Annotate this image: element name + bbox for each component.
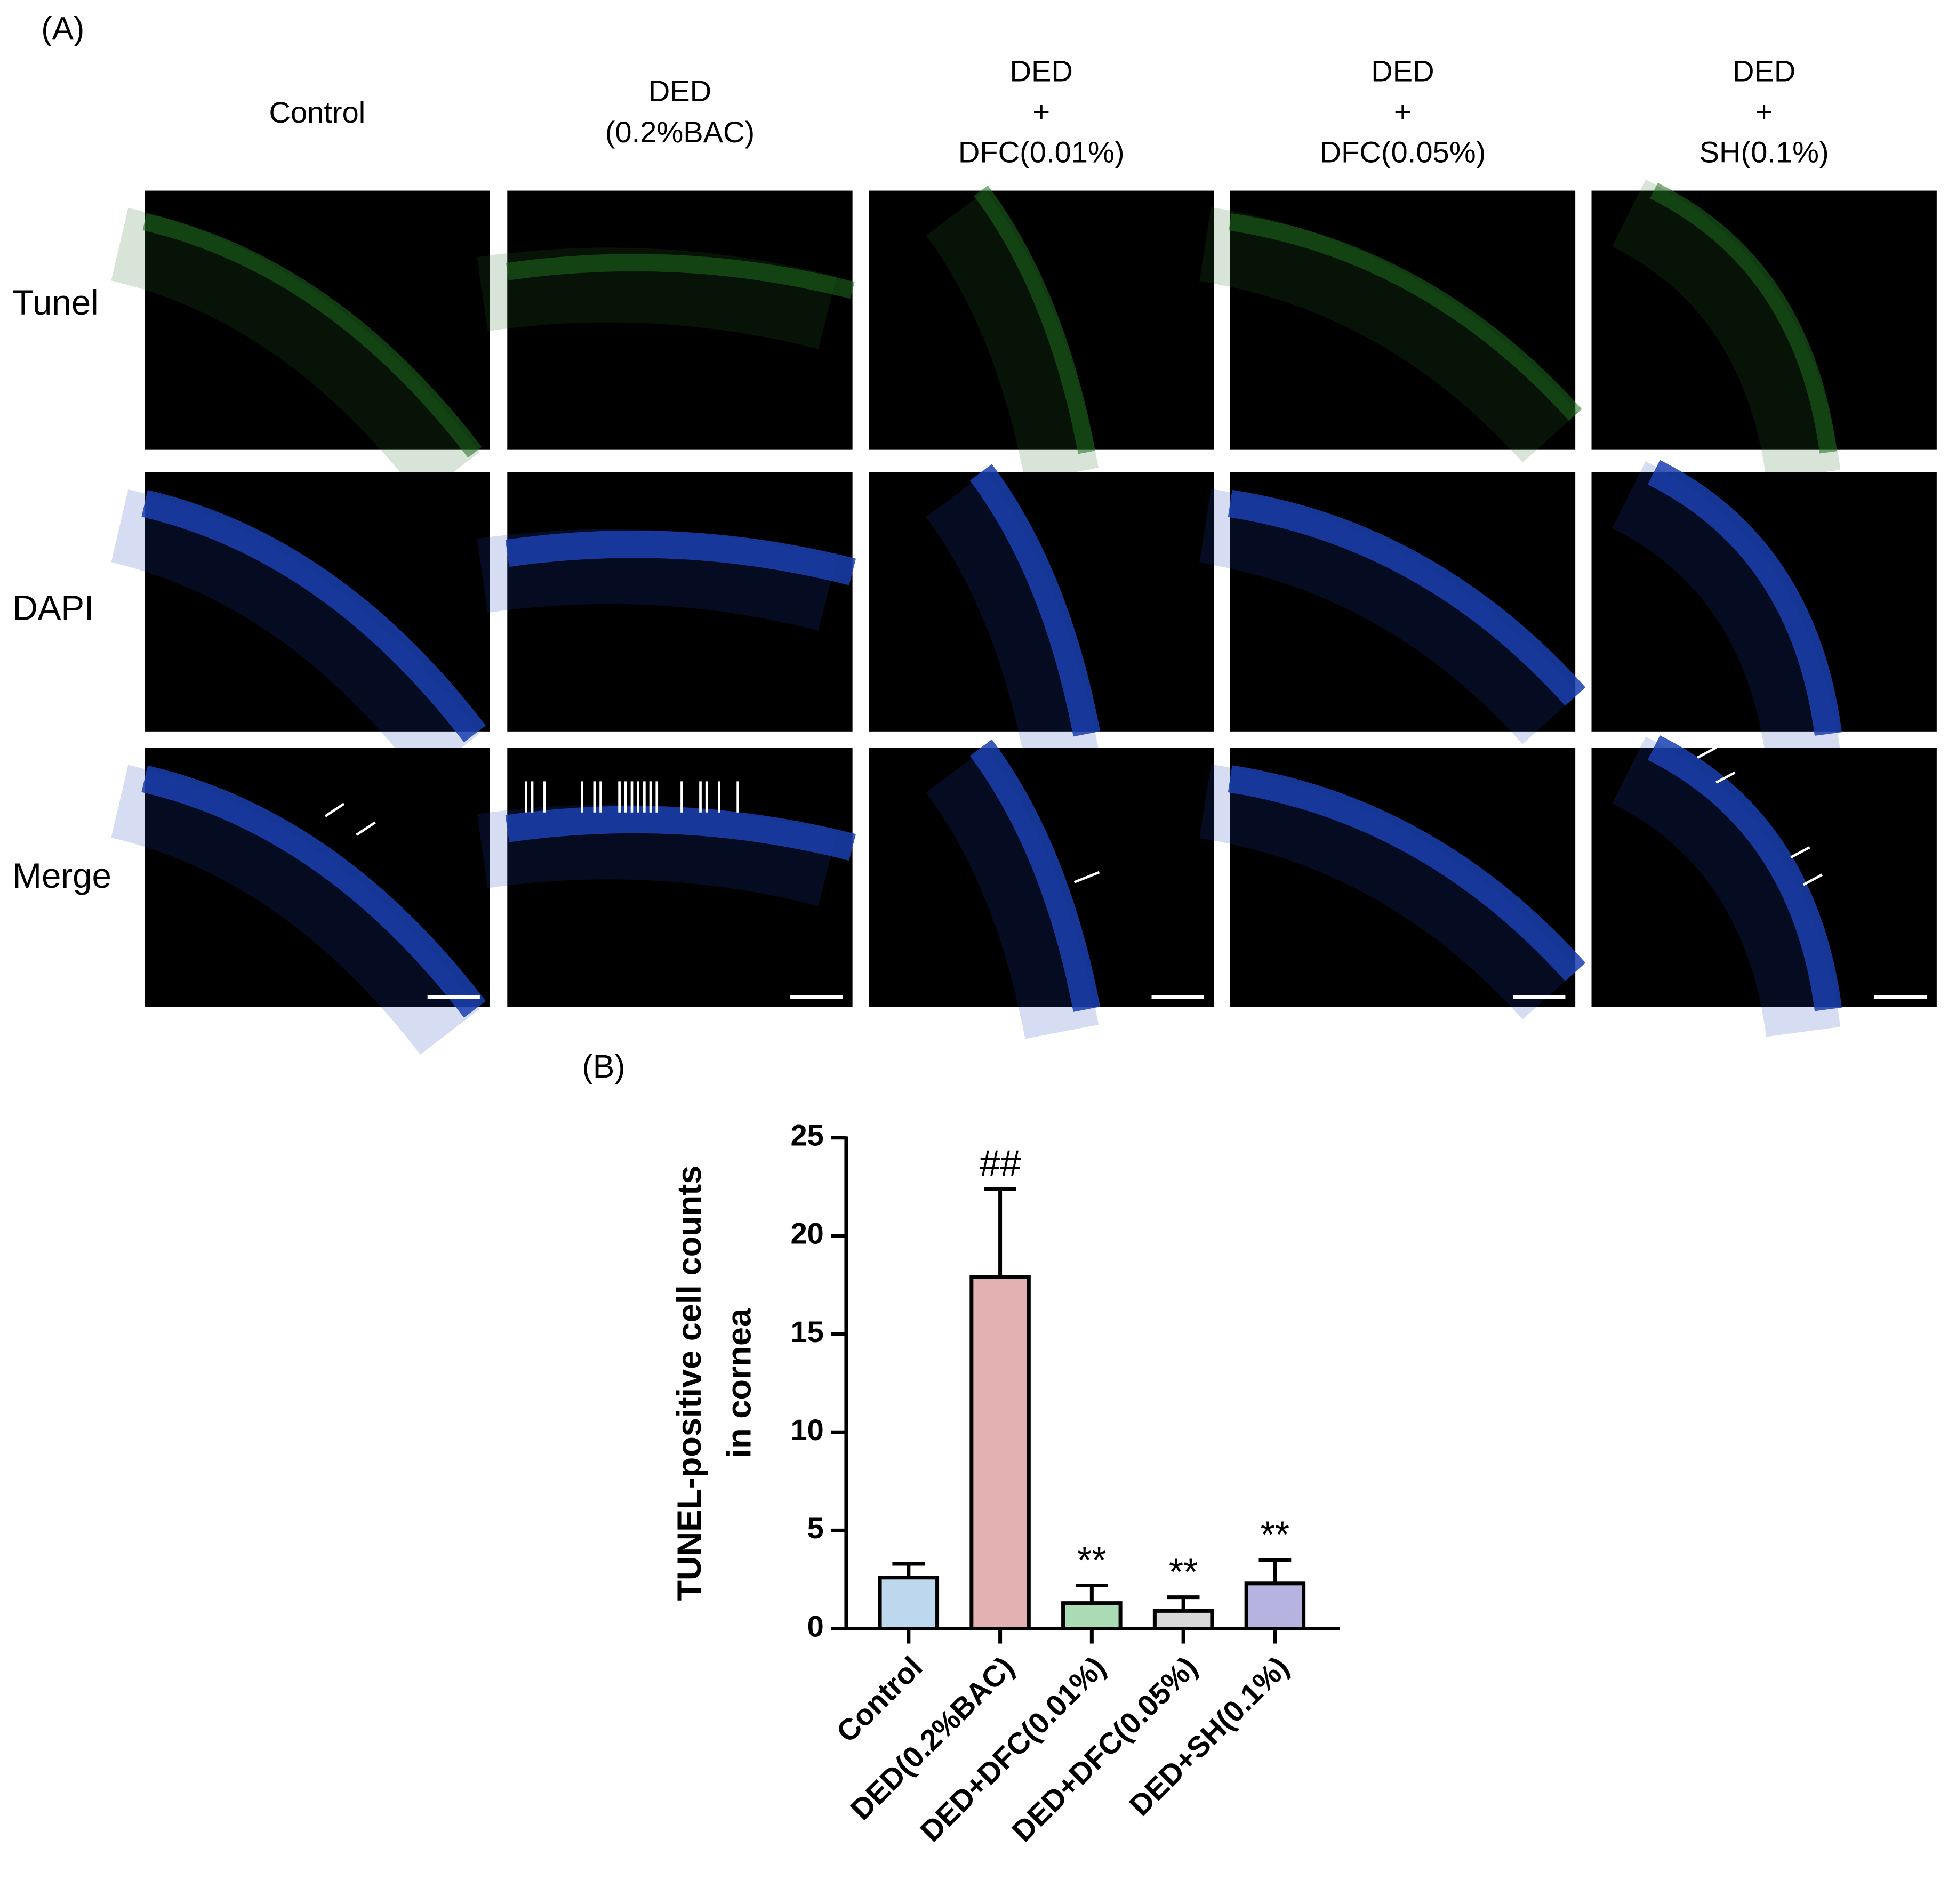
arrow	[1073, 871, 1100, 883]
column-header: DFC(0.05%)	[1320, 135, 1486, 169]
tissue-band	[1199, 207, 1578, 463]
micrograph	[869, 185, 1214, 482]
column-header: DED	[1371, 54, 1434, 88]
tissue-band	[969, 739, 1101, 1012]
tissue-band	[1650, 182, 1837, 454]
column-header: (0.2%BAC)	[605, 115, 755, 149]
tissue-band	[142, 213, 482, 458]
tissue-band	[1647, 735, 1842, 1011]
image-background	[1591, 472, 1937, 732]
arrow	[1802, 873, 1823, 886]
micrograph	[111, 472, 490, 780]
column-header: DFC(0.01%)	[958, 135, 1125, 169]
tissue-band	[111, 489, 480, 780]
micrograph	[1199, 748, 1586, 1019]
y-tick-label: 5	[807, 1511, 824, 1545]
bar	[1244, 1581, 1306, 1631]
arrow	[1715, 771, 1736, 784]
y-tick-label: 0	[807, 1609, 824, 1643]
column-header: DED	[1009, 54, 1072, 88]
x-tick-label: DED(0.2%BAC)	[844, 1650, 1020, 1826]
column-header: +	[1032, 95, 1050, 128]
column-header: +	[1755, 95, 1773, 128]
tissue-band	[969, 464, 1101, 737]
tissue-band	[141, 765, 486, 1018]
tissue-band	[974, 185, 1096, 454]
bar	[1152, 1609, 1214, 1631]
image-background	[507, 472, 853, 732]
bar	[1061, 1601, 1123, 1631]
tissue-band	[1612, 461, 1841, 762]
row-label: Tunel	[12, 283, 98, 322]
y-tick-label: 25	[790, 1119, 823, 1152]
y-tick-label: 20	[790, 1217, 823, 1250]
micrograph	[477, 472, 856, 732]
arrow	[324, 802, 345, 817]
y-axis-label: in cornea	[720, 1308, 758, 1458]
tissue-band	[477, 247, 837, 349]
micrograph	[111, 748, 490, 1055]
tissue-band	[111, 207, 480, 498]
panel-label: (B)	[582, 1048, 626, 1084]
significance-label: **	[1169, 1551, 1198, 1593]
tissue-band	[1228, 489, 1586, 706]
significance-label: **	[1077, 1539, 1107, 1581]
arrow	[1697, 746, 1717, 759]
tissue-band	[477, 805, 837, 906]
micrograph	[869, 464, 1214, 764]
micrograph	[1591, 179, 1937, 480]
micrograph	[1199, 472, 1586, 744]
tissue-band	[506, 254, 855, 299]
tissue-band	[1199, 488, 1578, 744]
y-tick-label: 15	[790, 1315, 823, 1348]
significance-label: **	[1261, 1514, 1290, 1555]
column-header: DED	[648, 74, 711, 108]
micrograph	[1591, 460, 1937, 762]
tissue-band	[477, 529, 837, 631]
tissue-band	[1199, 764, 1578, 1019]
tissue-band	[505, 530, 856, 585]
bar	[969, 1275, 1031, 1631]
image-background	[1591, 190, 1937, 450]
column-header: DED	[1733, 54, 1795, 88]
image-background	[1591, 748, 1937, 1007]
y-tick-label: 10	[790, 1413, 823, 1447]
y-axis-label: TUNEL-positive cell counts	[671, 1166, 708, 1601]
micrograph	[477, 190, 855, 450]
bar	[878, 1576, 940, 1631]
tissue-band	[1229, 213, 1582, 421]
column-header: +	[1394, 95, 1412, 128]
arrow	[356, 821, 376, 836]
tissue-band	[926, 472, 1099, 764]
image-background	[507, 748, 853, 1007]
micrograph	[1199, 190, 1582, 463]
significance-label: ##	[980, 1143, 1021, 1184]
tissue-band	[1612, 179, 1841, 480]
column-header: SH(0.1%)	[1700, 135, 1829, 169]
tissue-band	[1612, 736, 1841, 1037]
column-header: Control	[269, 95, 365, 129]
tissue-band	[1228, 765, 1586, 982]
panel-label: (A)	[41, 10, 84, 46]
image-background	[507, 190, 853, 450]
tissue-band	[1647, 460, 1842, 736]
micrograph	[869, 739, 1214, 1039]
tissue-band	[141, 490, 486, 743]
row-label: DAPI	[12, 588, 94, 627]
arrow	[1790, 846, 1810, 858]
tissue-band	[926, 190, 1099, 482]
x-tick-label: DED+SH(0.1%)	[1123, 1650, 1295, 1822]
micrograph	[1591, 735, 1937, 1037]
tissue-band	[926, 748, 1099, 1039]
tissue-band	[111, 765, 480, 1055]
micrograph	[477, 748, 856, 1007]
tissue-band	[505, 806, 856, 861]
micrograph	[111, 190, 490, 498]
row-label: Merge	[12, 856, 111, 895]
